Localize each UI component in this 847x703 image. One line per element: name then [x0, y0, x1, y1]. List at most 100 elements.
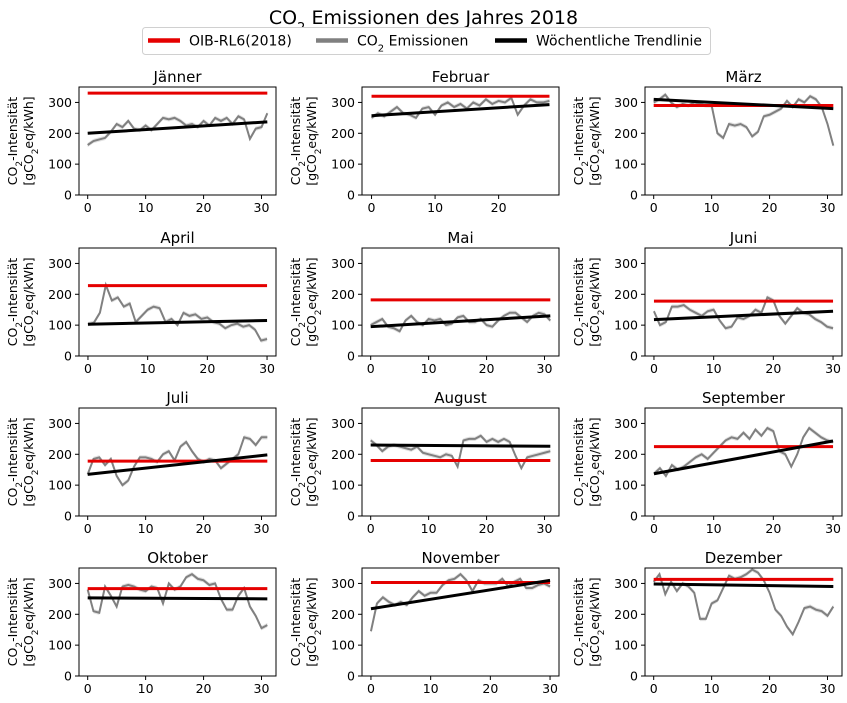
emission-band: [370, 310, 551, 334]
legend-box: [142, 27, 711, 55]
y-tick-label: 0: [630, 509, 638, 524]
x-tick-label: 20: [196, 521, 212, 536]
x-tick-label: 20: [762, 681, 778, 696]
y-tick-label: 300: [614, 416, 638, 431]
x-tick-label: 0: [84, 681, 92, 696]
y-tick-label: 100: [48, 478, 72, 493]
y-axis-label-line1: CO2-Intensität: [288, 578, 308, 666]
panel-title: Mai: [447, 229, 473, 247]
y-axis-label-line1: CO2-Intensität: [571, 97, 591, 185]
plot-area: [652, 568, 835, 637]
plot-area: [87, 281, 268, 343]
x-tick-label: 10: [704, 200, 720, 215]
y-tick-label: 200: [331, 126, 355, 141]
y-tick-label: 300: [614, 256, 638, 271]
axes-frame: [78, 407, 277, 517]
y-tick-label: 200: [48, 447, 72, 462]
emission-series: [370, 96, 550, 120]
axes-frame: [644, 407, 843, 517]
plot-area: [86, 572, 268, 631]
plot-area: [87, 91, 269, 148]
x-tick-label: 0: [367, 521, 375, 536]
y-axis-label-line1: CO2-Intensität: [288, 97, 308, 185]
x-tick-label: 0: [367, 361, 375, 376]
y-tick-label: 100: [614, 157, 638, 172]
panel-oktober: 0 10 20 300100200300OktoberCO2-Intensität[g…: [5, 549, 277, 696]
plot-area: [370, 94, 550, 121]
emission-series: [369, 572, 551, 632]
y-axis-label-line2: [gCO2eq/kWh]: [304, 577, 324, 666]
y-tick-label: 0: [64, 509, 72, 524]
emission-series: [86, 436, 268, 487]
axes-frame: [644, 247, 843, 357]
x-tick-label: 20: [479, 521, 495, 536]
x-tick-label: 20: [762, 200, 778, 215]
y-axis-label-line1: CO2-Intensität: [5, 578, 25, 666]
x-tick-label: 10: [427, 200, 443, 215]
y-tick-label: 100: [331, 318, 355, 333]
trend-line: [87, 120, 268, 135]
y-tick-label: 200: [331, 447, 355, 462]
x-tick-label: 10: [421, 521, 437, 536]
panel-november: 0 10 20 300100200300NovemberCO2-Intensität[…: [288, 549, 560, 696]
panel-title: Februar: [432, 68, 490, 86]
plot-area: [653, 92, 835, 148]
y-tick-label: 100: [614, 478, 638, 493]
y-tick-label: 100: [331, 157, 355, 172]
emission-series: [87, 112, 269, 146]
y-tick-label: 100: [331, 478, 355, 493]
panel-mai: 0 10 20 300100200300MaiCO2-Intensität[gCO2e…: [288, 229, 560, 376]
y-axis-label-line2: [gCO2eq/kWh]: [21, 577, 41, 666]
axes-frame: [361, 567, 560, 677]
trend-line: [370, 443, 551, 448]
legend: OIB-RL6(2018) CO2 Emissionen Wöchentliche …: [142, 27, 711, 55]
panel-title: Juli: [165, 389, 188, 407]
y-axis-label-line2: [gCO2eq/kWh]: [304, 257, 324, 346]
axes-frame: [78, 86, 277, 196]
panel-august: 0 10 20 300100200300AugustCO2-Intensität[gC…: [288, 389, 560, 536]
y-tick-label: 200: [48, 287, 72, 302]
x-tick-label: 30: [542, 681, 558, 696]
x-tick-label: 0: [650, 200, 658, 215]
x-tick-label: 30: [254, 521, 270, 536]
x-tick-label: 10: [138, 681, 154, 696]
x-tick-label: 20: [196, 681, 212, 696]
y-tick-label: 0: [347, 669, 355, 684]
trend-line: [87, 596, 268, 601]
x-tick-label: 30: [825, 521, 841, 536]
axes-frame: [361, 247, 560, 357]
emission-series: [653, 426, 834, 478]
y-tick-label: 0: [347, 349, 355, 364]
y-tick-label: 0: [630, 669, 638, 684]
y-axis-label-line2: [gCO2eq/kWh]: [304, 96, 324, 185]
panel-title: Oktober: [147, 549, 208, 567]
y-axis-label-line1: CO2-Intensität: [571, 578, 591, 666]
emission-series: [87, 281, 268, 342]
y-tick-label: 300: [331, 95, 355, 110]
x-tick-label: 10: [704, 681, 720, 696]
axes-frame: [644, 86, 843, 196]
plot-area: [653, 425, 834, 479]
y-tick-label: 200: [48, 607, 72, 622]
y-tick-label: 200: [48, 126, 72, 141]
plot-area: [86, 435, 268, 488]
trend-line: [653, 439, 834, 476]
emission-band: [653, 425, 834, 479]
panel-april: 0 10 20 300100200300AprilCO2-Intensität[gCO…: [5, 229, 277, 376]
emission-band: [653, 295, 834, 331]
y-tick-label: 300: [48, 95, 72, 110]
x-tick-label: 0: [84, 521, 92, 536]
x-tick-label: 0: [367, 681, 375, 696]
x-tick-label: 0: [84, 200, 92, 215]
y-tick-label: 300: [331, 256, 355, 271]
x-tick-label: 0: [650, 521, 658, 536]
y-axis-label-line2: [gCO2eq/kWh]: [21, 257, 41, 346]
trend-line: [653, 309, 834, 322]
y-tick-label: 200: [614, 447, 638, 462]
trend-line: [87, 319, 268, 326]
y-axis-label-line1: CO2-Intensität: [5, 418, 25, 506]
y-axis-label-line2: [gCO2eq/kWh]: [21, 417, 41, 506]
axes-frame: [644, 567, 843, 677]
y-tick-label: 0: [347, 509, 355, 524]
